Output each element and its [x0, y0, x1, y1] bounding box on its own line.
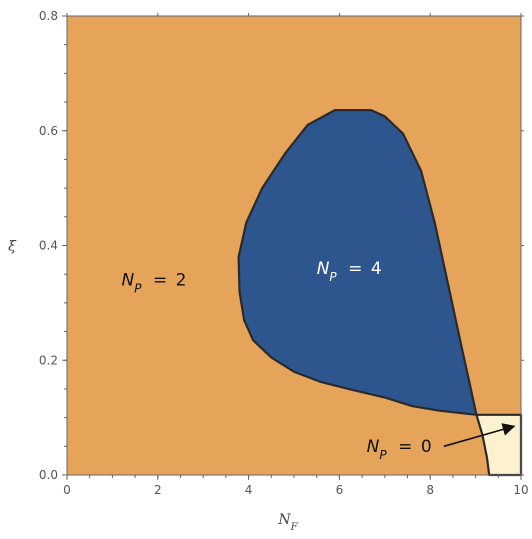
x-tick-label: 2 [154, 483, 162, 497]
x-tick-label: 6 [336, 483, 344, 497]
region-np4 [237, 108, 478, 416]
y-tick-label: 0.6 [39, 124, 58, 138]
x-axis-label: NF [277, 512, 298, 533]
y-tick-label: 0.4 [39, 239, 58, 253]
x-tick-label: 0 [63, 483, 71, 497]
x-tick-label: 10 [513, 483, 528, 497]
region-label-4: NP = 4 [317, 259, 382, 284]
x-tick-label: 4 [245, 483, 253, 497]
y-tick-label: 0.0 [39, 468, 58, 482]
region-labels: NP = 2 NP = 4 NP = 0 [121, 259, 516, 462]
region-label-0: NP = 0 [367, 437, 432, 462]
y-axis-label: ξ [8, 239, 17, 255]
region-label-2: NP = 2 [121, 271, 186, 296]
np0-pointer-arrow [443, 423, 516, 448]
plot-area [67, 16, 523, 477]
y-tick-label: 0.8 [39, 9, 58, 23]
y-tick-label: 0.2 [39, 353, 58, 367]
x-tick-label: 8 [426, 483, 434, 497]
axes: 0 2 4 6 8 10 0.0 0.2 0.4 0.6 0.8 NF ξ [8, 9, 529, 533]
